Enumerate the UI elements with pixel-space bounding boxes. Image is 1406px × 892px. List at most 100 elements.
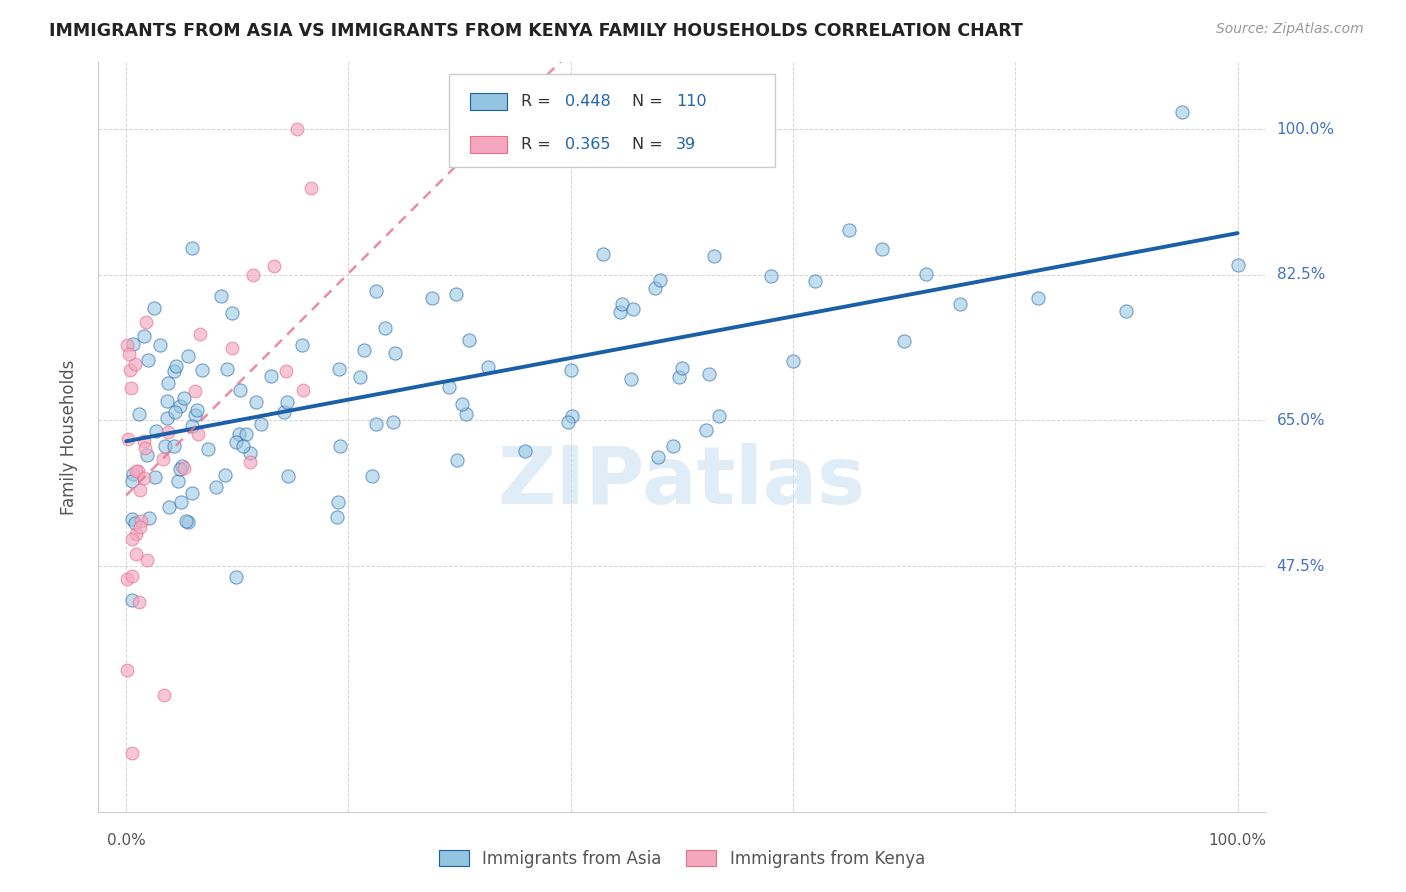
Point <box>328 362 350 376</box>
Point <box>225 435 247 450</box>
Point <box>561 409 583 423</box>
Point <box>173 461 195 475</box>
Point <box>245 395 267 409</box>
Point <box>132 434 155 448</box>
Text: 39: 39 <box>676 137 696 153</box>
Point <box>274 364 297 378</box>
Point <box>134 441 156 455</box>
Point <box>188 327 211 342</box>
Point <box>121 569 143 583</box>
Point <box>299 180 322 194</box>
Point <box>804 274 827 288</box>
Point <box>1115 304 1137 318</box>
Point <box>121 467 143 481</box>
Point <box>121 592 143 607</box>
Point <box>621 302 644 317</box>
Point <box>135 553 157 567</box>
Point <box>239 455 262 469</box>
Point <box>156 376 179 390</box>
Point <box>152 452 174 467</box>
Point <box>893 334 915 349</box>
Point <box>181 241 204 255</box>
Point <box>349 369 371 384</box>
Text: 110: 110 <box>676 94 707 109</box>
Point <box>163 405 186 419</box>
Point <box>120 363 142 377</box>
Point <box>117 663 139 677</box>
Point <box>437 380 460 394</box>
Point <box>609 304 631 318</box>
Point <box>384 345 406 359</box>
Point <box>838 223 860 237</box>
Point <box>329 439 352 453</box>
Point <box>235 427 257 442</box>
Legend: Immigrants from Asia, Immigrants from Kenya: Immigrants from Asia, Immigrants from Ke… <box>432 843 932 874</box>
Point <box>177 349 200 363</box>
Point <box>128 519 150 533</box>
Point <box>128 407 150 421</box>
Point <box>292 384 315 398</box>
Point <box>228 427 250 442</box>
Point <box>381 415 404 429</box>
Point <box>125 464 148 478</box>
Point <box>170 495 193 509</box>
Point <box>124 516 146 530</box>
Point <box>273 404 295 418</box>
Point <box>697 368 720 382</box>
Point <box>122 337 145 351</box>
Text: Source: ZipAtlas.com: Source: ZipAtlas.com <box>1216 22 1364 37</box>
Point <box>173 392 195 406</box>
Point <box>143 301 166 316</box>
Point <box>125 547 148 561</box>
Point <box>221 342 243 356</box>
Point <box>1226 258 1249 272</box>
Point <box>249 417 271 431</box>
Point <box>513 443 536 458</box>
Text: R =: R = <box>520 94 555 109</box>
Point <box>1026 291 1049 305</box>
Text: R =: R = <box>520 137 555 153</box>
Point <box>129 514 152 528</box>
Text: ZIPatlas: ZIPatlas <box>498 443 866 521</box>
Point <box>229 383 252 397</box>
Point <box>211 289 233 303</box>
Point <box>165 359 187 373</box>
Point <box>285 122 308 136</box>
Point <box>217 362 239 376</box>
Point <box>277 469 299 483</box>
Point <box>366 417 388 431</box>
Point <box>169 462 191 476</box>
Point <box>454 407 477 421</box>
Point <box>695 423 717 437</box>
FancyBboxPatch shape <box>470 94 508 110</box>
Point <box>263 259 285 273</box>
Point <box>135 448 157 462</box>
Text: 0.448: 0.448 <box>565 94 612 109</box>
Point <box>214 467 236 482</box>
Point <box>290 338 312 352</box>
Point <box>187 427 209 442</box>
Point <box>181 419 204 434</box>
Point <box>157 425 180 439</box>
Point <box>117 573 139 587</box>
Text: 47.5%: 47.5% <box>1277 558 1324 574</box>
Point <box>156 410 179 425</box>
Point <box>125 526 148 541</box>
Point <box>366 285 388 299</box>
Point <box>117 338 139 352</box>
Point <box>647 450 669 464</box>
Point <box>239 445 262 459</box>
Point <box>446 453 468 467</box>
Point <box>184 408 207 422</box>
Point <box>121 532 143 546</box>
Point <box>204 480 226 494</box>
Point <box>870 242 893 256</box>
Text: N =: N = <box>631 94 668 109</box>
Point <box>153 688 176 702</box>
Point <box>183 384 205 398</box>
Point <box>186 402 208 417</box>
Point <box>671 361 693 376</box>
Point <box>177 515 200 529</box>
Text: 0.0%: 0.0% <box>107 832 146 847</box>
Point <box>124 357 146 371</box>
